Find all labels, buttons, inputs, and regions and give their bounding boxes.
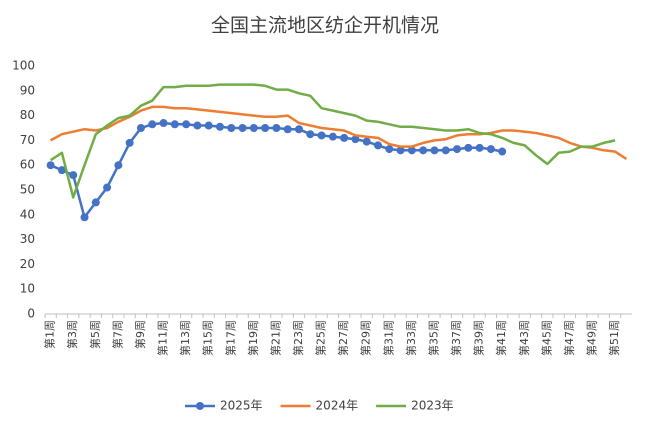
point: [46, 161, 55, 170]
series-line: [49, 105, 628, 161]
x-tick-label: 第13周: [178, 320, 192, 356]
point: [441, 146, 450, 155]
point: [419, 146, 428, 155]
legend-label: 2025年: [220, 399, 263, 413]
x-tick-label: 第51周: [607, 320, 621, 356]
point: [351, 135, 360, 144]
x-tick-label: 第39周: [472, 320, 486, 356]
x-tick-label: 第29周: [359, 320, 373, 356]
point: [159, 119, 168, 128]
series-line: [50, 121, 503, 219]
point: [453, 145, 462, 154]
point: [215, 122, 224, 131]
y-tick-label: 80: [20, 108, 35, 122]
x-tick-label: 第21周: [268, 320, 282, 356]
x-tick-label: 第19周: [246, 320, 260, 356]
point: [498, 147, 507, 156]
x-tick-label: 第47周: [562, 320, 576, 356]
x-tick-label: 第3周: [65, 320, 79, 349]
y-tick-label: 50: [20, 183, 35, 197]
point: [227, 124, 236, 132]
point: [57, 166, 66, 175]
x-tick-label: 第41周: [494, 320, 508, 356]
point: [396, 146, 405, 155]
x-tick-label: 第43周: [517, 320, 531, 356]
x-tick-label: 第49周: [584, 320, 598, 356]
x-tick-label: 第45周: [539, 320, 553, 356]
point: [306, 130, 315, 139]
y-tick-label: 90: [20, 83, 35, 97]
point: [374, 141, 383, 150]
point: [283, 125, 292, 134]
point: [148, 120, 157, 129]
y-tick-label: 60: [20, 158, 35, 172]
y-tick-label: 0: [27, 307, 35, 321]
legend-marker: [196, 402, 204, 410]
point: [486, 145, 495, 154]
x-tick-label: 第5周: [88, 320, 102, 349]
point: [464, 143, 473, 152]
y-tick-label: 30: [20, 232, 35, 246]
point: [125, 138, 134, 147]
y-tick-label: 100: [12, 59, 35, 73]
point: [261, 124, 270, 132]
x-tick-label: 第25周: [314, 320, 328, 356]
chart-title: 全国主流地区纺企开机情况: [211, 15, 439, 37]
point: [204, 121, 213, 130]
point: [136, 124, 145, 132]
y-tick-label: 10: [20, 282, 35, 296]
y-tick-label: 20: [20, 257, 35, 271]
y-tick-label: 70: [20, 133, 35, 147]
x-tick-label: 第27周: [336, 320, 350, 356]
point: [294, 125, 303, 134]
x-tick-label: 第1周: [43, 320, 57, 349]
point: [430, 146, 439, 155]
x-tick-label: 第9周: [133, 320, 147, 349]
point: [114, 161, 123, 170]
x-tick-label: 第17周: [223, 320, 237, 356]
point: [249, 124, 258, 132]
x-tick-label: 第11周: [156, 320, 170, 356]
y-tick-label: 40: [20, 207, 35, 221]
point: [328, 132, 337, 141]
x-tick-label: 第33周: [404, 320, 418, 356]
x-tick-label: 第7周: [110, 320, 124, 349]
point: [362, 137, 371, 146]
point: [91, 198, 100, 207]
point: [317, 131, 326, 140]
point: [340, 133, 349, 142]
point: [238, 124, 247, 132]
x-tick-label: 第37周: [449, 320, 463, 356]
legend-label: 2023年: [411, 399, 454, 413]
x-tick-label: 第35周: [426, 320, 440, 356]
point: [193, 121, 202, 130]
x-tick-label: 第15周: [201, 320, 215, 356]
point: [385, 145, 394, 154]
point: [182, 120, 191, 129]
point: [170, 120, 179, 129]
x-tick-label: 第23周: [291, 320, 305, 356]
series-line: [49, 83, 616, 199]
point: [69, 171, 78, 180]
point: [475, 143, 484, 152]
x-tick-label: 第31周: [381, 320, 395, 356]
point: [272, 124, 281, 132]
point: [103, 183, 112, 192]
point: [407, 146, 416, 155]
legend-label: 2024年: [316, 399, 359, 413]
point: [80, 213, 89, 222]
